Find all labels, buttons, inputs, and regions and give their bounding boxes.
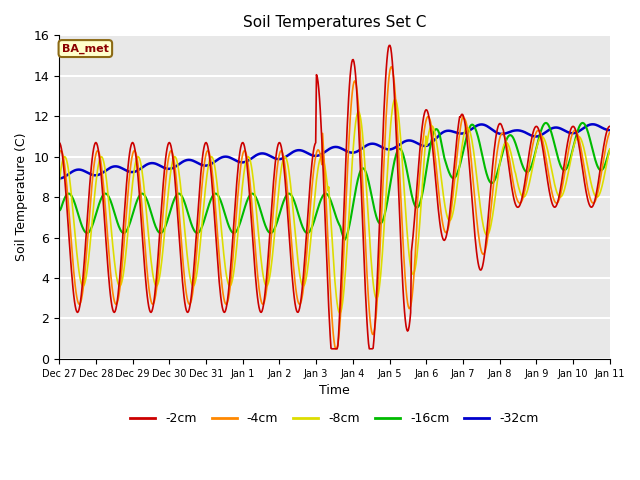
-16cm	[65, 191, 73, 196]
-2cm	[178, 269, 186, 275]
-4cm	[55, 152, 63, 157]
Line: -4cm: -4cm	[59, 67, 610, 349]
-8cm	[65, 172, 73, 178]
-4cm	[419, 138, 427, 144]
-4cm	[332, 346, 339, 352]
-2cm	[122, 191, 130, 197]
-2cm	[403, 327, 411, 333]
-8cm	[392, 96, 399, 102]
X-axis label: Time: Time	[319, 384, 350, 397]
-2cm	[606, 123, 614, 129]
-4cm	[65, 211, 73, 216]
-2cm	[207, 167, 214, 172]
-16cm	[122, 229, 130, 235]
-32cm	[178, 159, 186, 165]
-8cm	[122, 252, 130, 257]
-32cm	[417, 143, 425, 148]
-8cm	[337, 310, 344, 316]
-32cm	[207, 161, 214, 167]
-32cm	[55, 176, 63, 181]
-2cm	[65, 236, 73, 241]
-32cm	[401, 138, 409, 144]
-32cm	[65, 171, 73, 177]
-32cm	[606, 127, 614, 133]
Line: -32cm: -32cm	[59, 124, 610, 179]
-32cm	[122, 168, 130, 173]
-16cm	[178, 193, 186, 199]
Y-axis label: Soil Temperature (C): Soil Temperature (C)	[15, 133, 28, 262]
-16cm	[419, 192, 426, 198]
-16cm	[207, 197, 214, 203]
-16cm	[341, 237, 349, 242]
-8cm	[419, 175, 427, 180]
-4cm	[606, 129, 614, 135]
-16cm	[606, 147, 614, 153]
-2cm	[419, 119, 427, 124]
Text: BA_met: BA_met	[62, 43, 109, 54]
Line: -2cm: -2cm	[59, 46, 610, 349]
-2cm	[55, 140, 63, 145]
-32cm	[589, 121, 596, 127]
-2cm	[328, 346, 335, 352]
-16cm	[55, 208, 63, 214]
-8cm	[207, 154, 214, 160]
-8cm	[403, 226, 411, 231]
Line: -8cm: -8cm	[59, 99, 610, 313]
-4cm	[122, 217, 130, 223]
-4cm	[388, 64, 396, 70]
Legend: -2cm, -4cm, -8cm, -16cm, -32cm: -2cm, -4cm, -8cm, -16cm, -32cm	[125, 407, 543, 430]
-4cm	[403, 294, 411, 300]
Title: Soil Temperatures Set C: Soil Temperatures Set C	[243, 15, 426, 30]
-2cm	[385, 43, 393, 48]
-8cm	[606, 146, 614, 152]
-8cm	[178, 194, 186, 200]
-16cm	[402, 164, 410, 169]
Line: -16cm: -16cm	[59, 123, 610, 240]
-4cm	[207, 157, 214, 163]
-8cm	[55, 180, 63, 186]
-4cm	[178, 243, 186, 249]
-16cm	[542, 120, 550, 126]
